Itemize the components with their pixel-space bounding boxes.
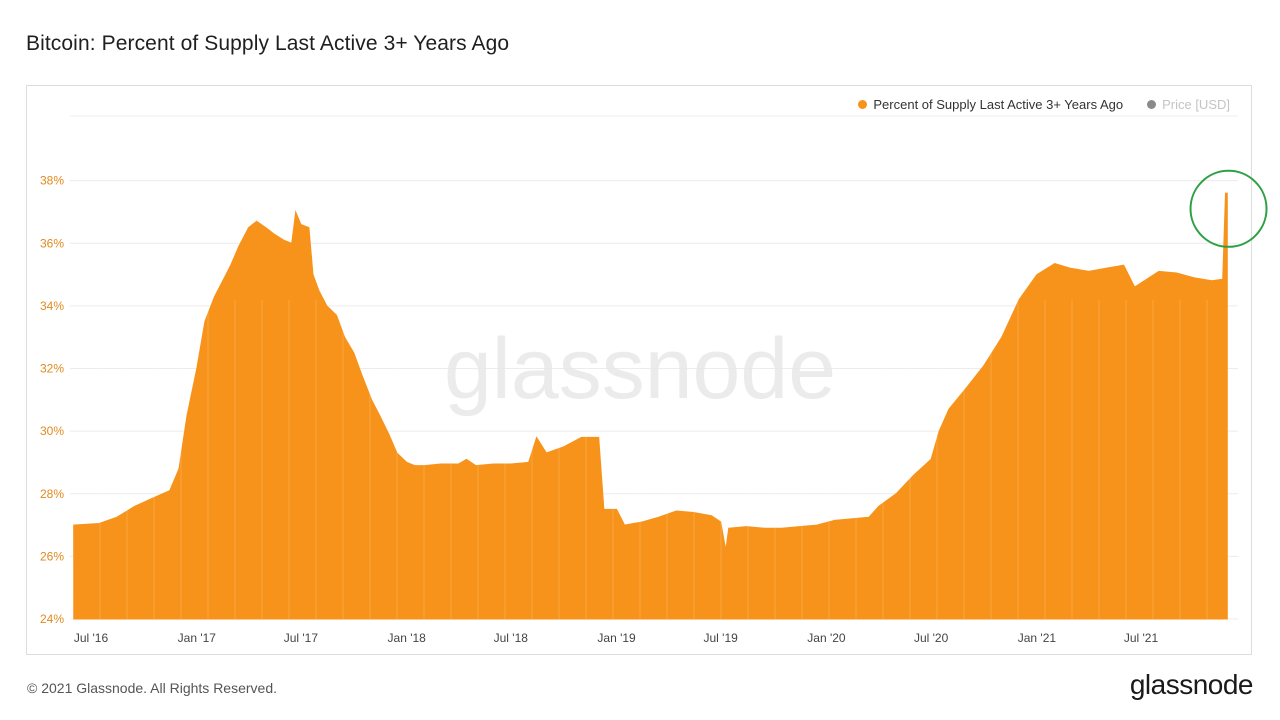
x-tick-label: Jul '21 <box>1124 631 1159 645</box>
x-tick-label: Jan '21 <box>1018 631 1057 645</box>
legend-dot-supply <box>858 100 868 109</box>
x-tick-label: Jul '18 <box>494 631 529 645</box>
x-tick-label: Jul '20 <box>914 631 949 645</box>
x-tick-label: Jan '20 <box>807 631 846 645</box>
legend-item-supply[interactable]: Percent of Supply Last Active 3+ Years A… <box>858 97 1123 112</box>
annotation-layer <box>1189 169 1268 248</box>
x-tick-label: Jan '17 <box>178 631 217 645</box>
legend-item-price[interactable]: Price [USD] <box>1147 97 1230 112</box>
area-fill <box>73 192 1228 620</box>
x-tick-label: Jul '19 <box>703 631 738 645</box>
chart-title: Bitcoin: Percent of Supply Last Active 3… <box>26 32 510 55</box>
y-axis-ticks: 24% 26% 28% 30% 32% 34% 36% 38% <box>40 174 64 626</box>
legend: Percent of Supply Last Active 3+ Years A… <box>858 97 1230 112</box>
legend-label-supply: Percent of Supply Last Active 3+ Years A… <box>873 97 1124 112</box>
y-tick-label: 30% <box>40 424 64 438</box>
x-tick-label: Jul '16 <box>74 631 109 645</box>
y-tick-label: 32% <box>40 362 64 376</box>
y-tick-label: 36% <box>40 236 64 250</box>
y-tick-label: 28% <box>40 487 64 501</box>
x-axis-ticks: Jul '16 Jan '17 Jul '17 Jan '18 Jul '18 Jan '… <box>74 631 1159 645</box>
y-tick-label: 26% <box>40 549 64 563</box>
brand-logo[interactable]: glassnode <box>1129 669 1254 700</box>
area-series <box>73 192 1228 620</box>
x-tick-label: Jan '18 <box>388 631 427 645</box>
x-tick-label: Jan '19 <box>597 631 636 645</box>
x-tick-label: Jul '17 <box>284 631 319 645</box>
watermark: glassnode <box>444 321 836 417</box>
copyright-text: © 2021 Glassnode. All Rights Reserved. <box>27 680 278 696</box>
annotation-circle <box>1189 169 1268 248</box>
legend-label-price: Price [USD] <box>1162 97 1230 112</box>
y-tick-label: 38% <box>40 174 64 188</box>
y-tick-label: 24% <box>40 612 64 626</box>
legend-dot-price <box>1147 100 1157 109</box>
y-tick-label: 34% <box>40 299 64 313</box>
